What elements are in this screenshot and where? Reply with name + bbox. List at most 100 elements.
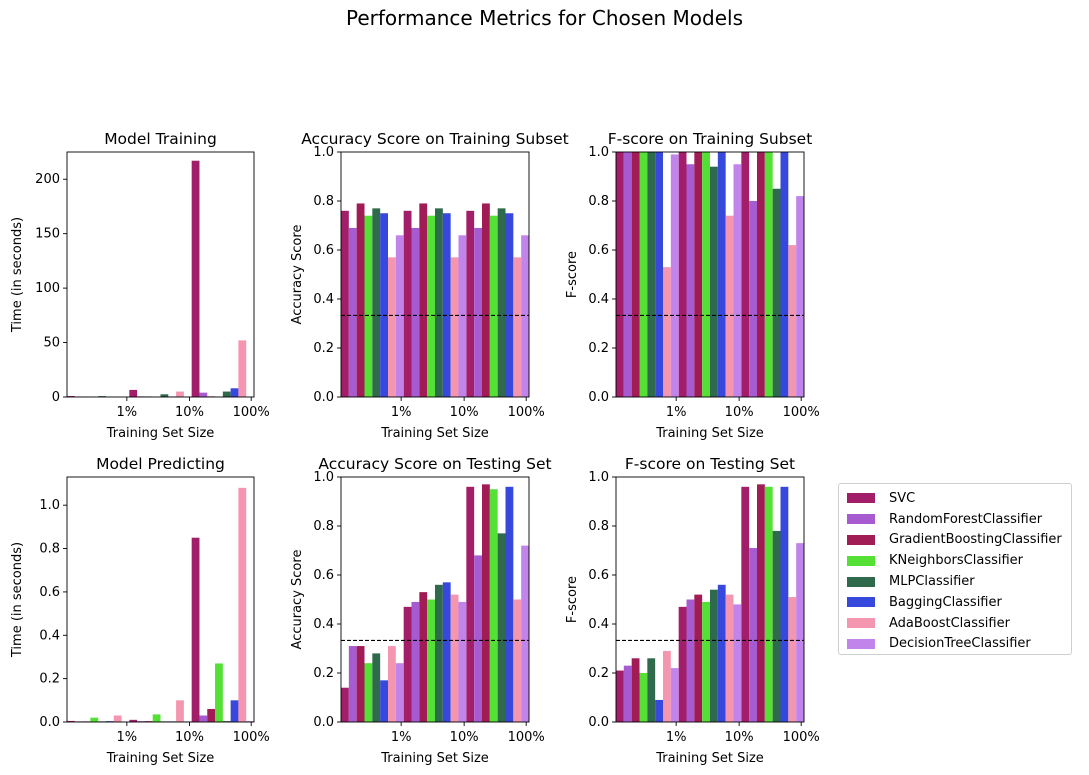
bar-SVC-10% [129,719,138,722]
bar-KNeighborsClassifier-10% [152,714,161,722]
panel-title: Model Training [104,130,217,148]
bar-SVC-100% [466,486,475,722]
chart-panel-4: 0.0 0.2 0.4 0.6 0.8 1.0 1% 10% 100% Model Predict… [10,455,270,766]
x-tick-label: 100% [783,405,820,420]
legend-item: GradientBoostingClassifier [847,530,1071,551]
y-tick-label: 1.0 [588,470,609,485]
bar-KNeighborsClassifier-100% [764,152,773,397]
x-axis-label: Training Set Size [380,426,489,441]
bar-DecisionTreeClassifier-1% [670,668,679,722]
y-tick-label: 0.4 [313,292,334,307]
y-tick-label: 0.6 [313,243,334,258]
bar-AdaBoostClassifier-1% [388,646,396,722]
bar-MLPClassifier-10% [435,208,443,397]
y-tick-label: 0.6 [39,585,60,600]
bar-KNeighborsClassifier-10% [702,601,710,722]
legend-swatch [847,597,875,608]
bar-BaggingClassifier-100% [780,486,789,722]
bar-AdaBoostClassifier-1% [663,267,671,397]
bar-BaggingClassifier-100% [505,486,514,722]
bar-SVC-100% [741,152,750,397]
x-tick-label: 100% [783,730,820,745]
bar-AdaBoostClassifier-100% [238,487,247,722]
y-tick-label: 200 [35,172,60,187]
y-tick-label: 150 [35,227,60,242]
bar-AdaBoostClassifier-1% [113,715,122,722]
bar-GradientBoostingClassifier-100% [757,152,765,397]
bar-GradientBoostingClassifier-1% [631,152,640,397]
bar-RandomForestClassifier-1% [623,152,632,397]
bar-KNeighborsClassifier-10% [702,152,710,397]
bar-AdaBoostClassifier-100% [788,597,797,722]
x-tick-label: 10% [175,405,204,420]
legend-swatch [847,618,875,629]
legend-label: DecisionTreeClassifier [889,636,1031,652]
y-tick-label: 1.0 [588,145,609,160]
x-tick-label: 10% [725,405,754,420]
y-tick-label: 0.2 [588,666,609,681]
bar-SVC-100% [466,210,475,397]
bar-SVC-100% [741,486,750,722]
bar-SVC-10% [403,606,412,722]
x-axis-label: Training Set Size [106,426,215,441]
bar-KNeighborsClassifier-100% [215,663,223,722]
bar-AdaBoostClassifier-100% [513,599,522,722]
chart-panel-2: 0.0 0.2 0.4 0.6 0.8 1.0 1% 10% 100% Accuracy Scor… [290,130,569,441]
x-tick-label: 100% [233,405,270,420]
bar-MLPClassifier-100% [222,391,231,397]
bar-SVC-1% [341,687,349,722]
bar-MLPClassifier-1% [647,152,656,397]
bar-MLPClassifier-10% [710,589,718,722]
bar-BaggingClassifier-100% [505,213,514,397]
y-tick-label: 0.6 [588,568,609,583]
bars [67,487,254,722]
y-axis-label: Time (in seconds) [10,217,25,333]
y-tick-label: 0.6 [313,568,334,583]
panel-title: F-score on Testing Set [625,455,795,473]
bar-BaggingClassifier-1% [380,680,388,722]
x-tick-label: 1% [391,730,412,745]
y-tick-label: 0.0 [588,715,609,730]
x-tick-label: 1% [391,405,412,420]
bar-MLPClassifier-100% [772,188,781,397]
bar-SVC-10% [129,389,138,397]
bar-AdaBoostClassifier-1% [663,650,671,722]
bars [616,152,804,397]
y-tick-label: 1.0 [313,145,334,160]
y-tick-label: 50 [43,336,60,351]
x-tick-label: 100% [233,730,270,745]
y-axis-label: Accuracy Score [290,550,305,650]
bar-AdaBoostClassifier-100% [513,257,522,397]
y-tick-label: 0.6 [588,243,609,258]
bar-GradientBoostingClassifier-100% [482,203,490,397]
bar-GradientBoostingClassifier-100% [482,484,490,722]
bar-RandomForestClassifier-10% [686,599,695,722]
legend-item: SVC [847,488,1071,509]
bar-RandomForestClassifier-100% [749,201,757,397]
bar-MLPClassifier-1% [372,208,381,397]
x-axis-label: Training Set Size [380,751,489,766]
bar-DecisionTreeClassifier-100% [796,196,804,397]
bar-DecisionTreeClassifier-1% [395,235,404,397]
legend-label: BaggingClassifier [889,594,1002,610]
bar-BaggingClassifier-10% [717,584,726,722]
y-tick-label: 0.2 [313,341,334,356]
bar-GradientBoostingClassifier-1% [631,658,640,722]
bar-KNeighborsClassifier-1% [639,673,648,722]
bar-MLPClassifier-10% [160,394,169,397]
panel-title: Model Predicting [96,455,225,473]
bar-BaggingClassifier-1% [655,699,663,722]
x-tick-label: 1% [666,730,687,745]
bar-MLPClassifier-10% [435,584,443,722]
legend-swatch [847,555,875,566]
axes-frame [615,151,805,398]
legend-item: MLPClassifier [847,571,1071,592]
legend-label: SVC [889,490,916,506]
x-axis-label: Training Set Size [655,426,764,441]
bar-SVC-1% [616,152,624,397]
y-tick-label: 0.4 [313,617,334,632]
y-tick-label: 0.2 [39,672,60,687]
x-tick-label: 100% [508,405,545,420]
bar-SVC-1% [341,210,349,397]
